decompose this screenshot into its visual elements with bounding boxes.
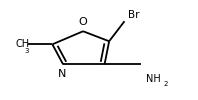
Text: CH: CH: [15, 39, 29, 49]
Text: 3: 3: [25, 48, 29, 54]
Text: 2: 2: [164, 81, 168, 87]
Text: O: O: [79, 17, 88, 27]
Text: NH: NH: [146, 74, 161, 84]
Text: Br: Br: [128, 10, 139, 20]
Text: N: N: [58, 69, 67, 79]
